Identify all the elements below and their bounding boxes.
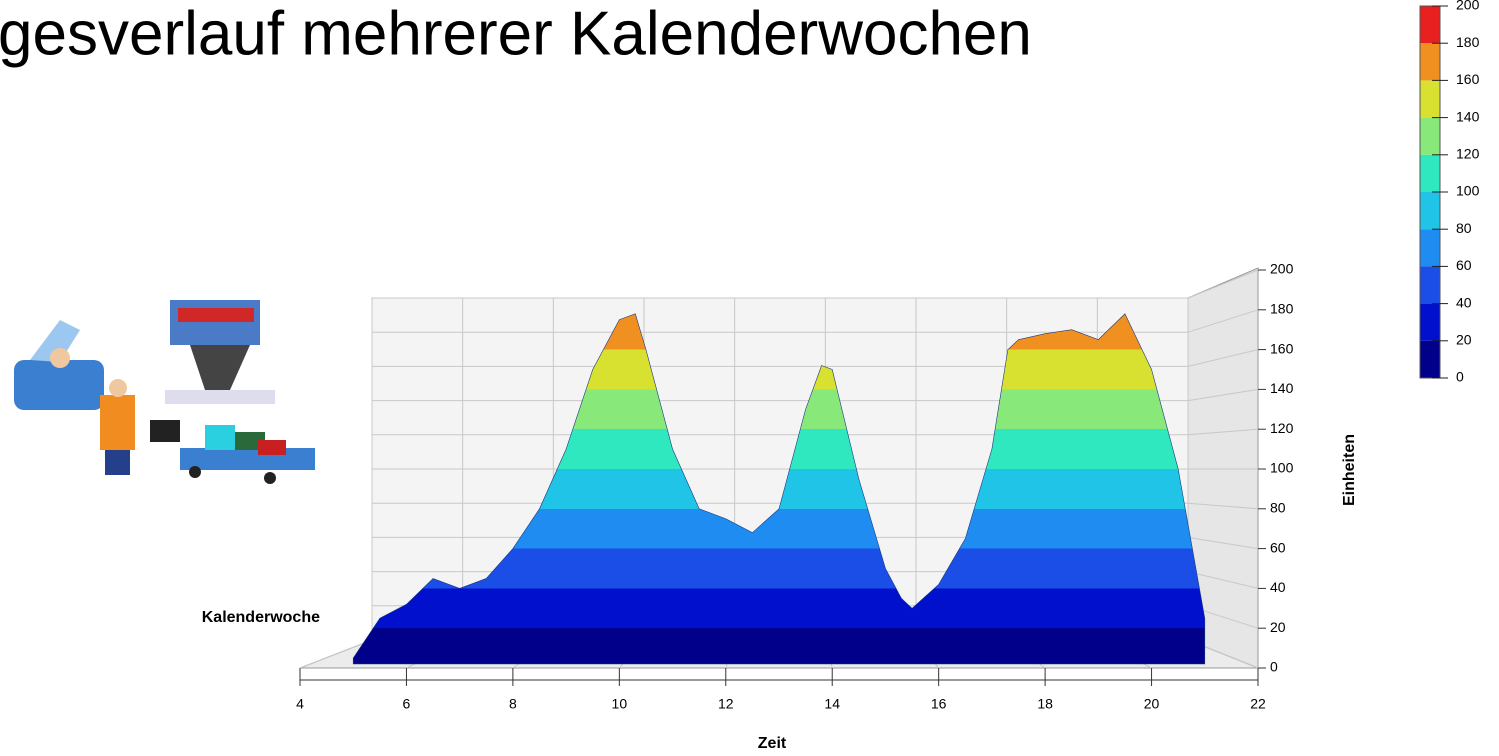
x-tick-label: 18: [1037, 696, 1053, 712]
y-tick-label: 100: [1270, 460, 1294, 476]
colorbar-segment: [1420, 43, 1440, 81]
x-tick-label: 14: [824, 696, 840, 712]
y-tick-label: 200: [1270, 261, 1294, 277]
grid-line: [1187, 428, 1259, 436]
x-tick-label: 20: [1144, 696, 1160, 712]
y-tick-label: 40: [1270, 579, 1286, 595]
colorbar-segment: [1420, 117, 1440, 155]
grid-line: [299, 639, 373, 669]
y-tick-label: 0: [1270, 659, 1278, 675]
grid-line: [1187, 571, 1259, 589]
colorbar-tick-label: 180: [1456, 34, 1480, 50]
y-tick-label: 120: [1270, 420, 1294, 436]
y-axis-label: Einheiten: [1341, 434, 1358, 506]
colorbar-tick-label: 0: [1456, 369, 1464, 385]
colorbar-segment: [1420, 80, 1440, 118]
grid-line: [1187, 309, 1259, 333]
colorbar-tick-label: 80: [1456, 220, 1472, 236]
x-tick-label: 10: [612, 696, 628, 712]
colorbar-tick-label: 100: [1456, 183, 1480, 199]
colorbar-tick-label: 120: [1456, 146, 1480, 162]
x-axis-label: Zeit: [758, 735, 787, 752]
x-tick-label: 16: [931, 696, 947, 712]
depth-axis-label: Kalenderwoche: [202, 609, 320, 626]
grid-line: [1187, 536, 1259, 550]
colorbar-tick-label: 160: [1456, 71, 1480, 87]
y-tick-label: 80: [1270, 500, 1286, 516]
colorbar-segment: [1420, 340, 1440, 378]
x-tick-label: 12: [718, 696, 734, 712]
chart-title: gesverlauf mehrerer Kalenderwochen: [0, 0, 1032, 68]
colorbar-segment: [1420, 266, 1440, 304]
colorbar-tick-label: 60: [1456, 257, 1472, 273]
colorbar-segment: [1420, 303, 1440, 341]
x-tick-label: 4: [296, 696, 304, 712]
colorbar-tick-label: 20: [1456, 332, 1472, 348]
illustration: [14, 300, 315, 484]
y-tick-label: 160: [1270, 340, 1294, 356]
colorbar-tick-label: 200: [1456, 0, 1480, 13]
x-tick-label: 8: [509, 696, 517, 712]
y-tick-label: 60: [1270, 539, 1286, 555]
colorbar-segment: [1420, 192, 1440, 230]
colorbar-segment: [1420, 154, 1440, 192]
grid-line: [1187, 269, 1259, 299]
colorbar-tick-label: 140: [1456, 108, 1480, 124]
x-tick-label: 6: [403, 696, 411, 712]
grid-line: [1187, 349, 1259, 367]
colorbar-tick-label: 40: [1456, 294, 1472, 310]
colorbar-segment: [1420, 229, 1440, 267]
colorbar-segment: [1420, 6, 1440, 44]
y-tick-label: 180: [1270, 301, 1294, 317]
surface: [352, 313, 1206, 665]
grid-line: [1187, 502, 1259, 510]
y-tick-label: 20: [1270, 619, 1286, 635]
grid-line: [1187, 388, 1259, 402]
x-tick-label: 22: [1250, 696, 1266, 712]
y-tick-label: 140: [1270, 380, 1294, 396]
